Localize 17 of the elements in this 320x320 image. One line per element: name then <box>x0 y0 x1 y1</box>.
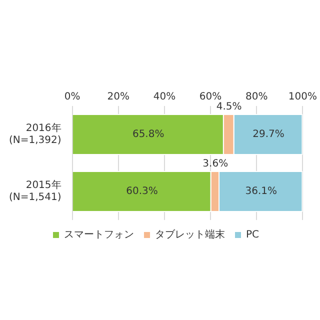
legend-label: PC <box>246 230 260 241</box>
y-tick-label: 2015年 (N=1,541) <box>8 179 62 204</box>
legend-label: スマートフォン <box>64 230 134 241</box>
data-label: 4.5% <box>216 102 242 113</box>
y-tick-label: 2016年 (N=1,392) <box>8 122 62 146</box>
data-label: 65.8% <box>132 129 164 140</box>
data-label: 3.6% <box>202 158 228 170</box>
legend-label: タブレット端末 <box>154 228 225 241</box>
x-tick-label: 0% <box>64 92 80 103</box>
data-label: 36.1% <box>245 186 278 198</box>
x-tick-label: 60% <box>199 92 222 103</box>
data-label: 29.7% <box>252 129 284 140</box>
x-tick-label: 100% <box>288 92 317 103</box>
x-tick-label: 80% <box>246 92 268 103</box>
data-label: 60.3% <box>126 186 158 198</box>
x-tick-label: 40% <box>153 92 176 103</box>
x-tick-label: 20% <box>107 92 130 103</box>
